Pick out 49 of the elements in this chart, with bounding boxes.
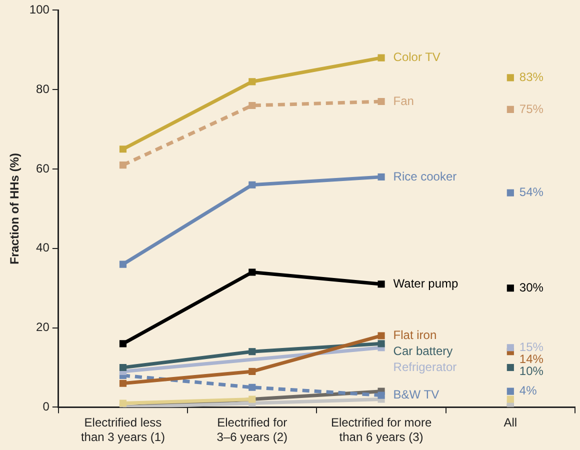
point xyxy=(119,146,127,153)
data-label: 15% xyxy=(519,340,544,354)
point xyxy=(119,400,127,407)
y-axis-title: Fraction of HHs (%) xyxy=(8,153,22,264)
point xyxy=(378,392,385,399)
data-label: 30% xyxy=(519,280,544,294)
y-tick-label: 60 xyxy=(36,161,50,176)
x-tick-label: All xyxy=(504,416,518,430)
x-tick-label: Electrified for 3–6 years (2) xyxy=(216,416,288,444)
point xyxy=(119,260,127,268)
point xyxy=(119,340,127,348)
series-label: Fan xyxy=(393,94,414,108)
point xyxy=(248,181,256,188)
series-label: Water pump xyxy=(393,276,459,290)
y-tick-label: 20 xyxy=(36,320,50,334)
series-label: B&W TV xyxy=(393,388,440,402)
series-label: Color TV xyxy=(393,50,440,64)
point xyxy=(119,364,127,372)
x-tick-label: Electrified less than 3 years (1) xyxy=(80,416,166,444)
point xyxy=(378,54,385,62)
point xyxy=(248,384,256,391)
data-label: 54% xyxy=(519,185,544,200)
point xyxy=(248,396,256,403)
data-label: 4% xyxy=(519,384,538,398)
y-tick-label: 0 xyxy=(42,400,50,414)
y-tick-label: 100 xyxy=(29,2,50,17)
data-label: 83% xyxy=(519,70,544,84)
point xyxy=(248,102,256,110)
point xyxy=(119,380,127,387)
point xyxy=(248,348,256,356)
point xyxy=(378,173,385,180)
point xyxy=(378,280,385,288)
point xyxy=(248,268,256,276)
point xyxy=(119,161,127,169)
data-label: 75% xyxy=(519,102,544,116)
y-tick-label: 40 xyxy=(36,240,50,255)
series-label: Rice cooker xyxy=(393,169,457,184)
point xyxy=(378,98,385,106)
point xyxy=(378,332,385,340)
data-label: 10% xyxy=(519,364,544,378)
series-label: Car battery xyxy=(393,344,453,358)
point xyxy=(248,78,256,86)
series-label: Refrigerator xyxy=(393,360,457,374)
point xyxy=(378,340,385,348)
x-tick-label: Electrified for more than 6 years (3) xyxy=(330,416,432,444)
y-tick-label: 80 xyxy=(36,82,50,96)
point xyxy=(248,368,256,376)
data-label: 14% xyxy=(519,352,544,366)
series-label: Flat iron xyxy=(393,328,437,342)
